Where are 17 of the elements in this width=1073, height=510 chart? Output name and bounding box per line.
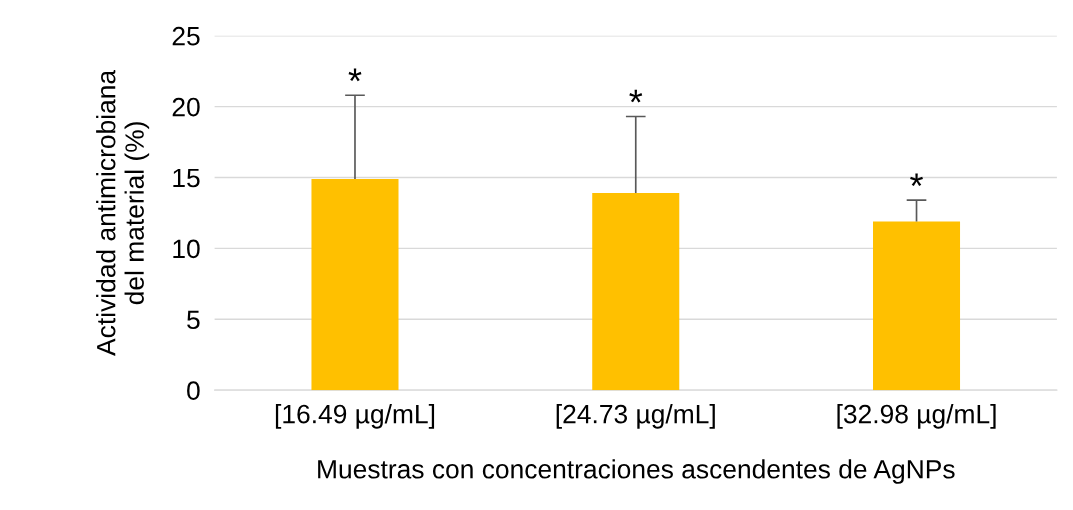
x-tick-label: [16.49 µg/mL] [275, 404, 435, 429]
annotation: * [629, 89, 643, 103]
x-tick-label: [32.98 µg/mL] [837, 404, 996, 429]
bar [311, 178, 399, 391]
annotation: * [910, 173, 923, 187]
bar [592, 193, 680, 391]
y-tick-label: 25 [172, 26, 200, 46]
y-tick-label: 0 [187, 381, 200, 400]
annotation: * [348, 68, 362, 82]
bar [873, 221, 961, 391]
y-tick-label: 5 [187, 310, 200, 330]
y-axis-title: Actividad antimicrobiana del material (%) [96, 69, 150, 356]
x-tick-label: [24.73 µg/mL] [556, 404, 715, 429]
y-tick-label: 10 [173, 239, 200, 259]
x-axis-title: Muestras con concentraciones ascendentes de AgNPs [318, 459, 955, 484]
y-tick-label: 15 [173, 168, 200, 188]
y-tick-label: 20 [172, 97, 200, 117]
